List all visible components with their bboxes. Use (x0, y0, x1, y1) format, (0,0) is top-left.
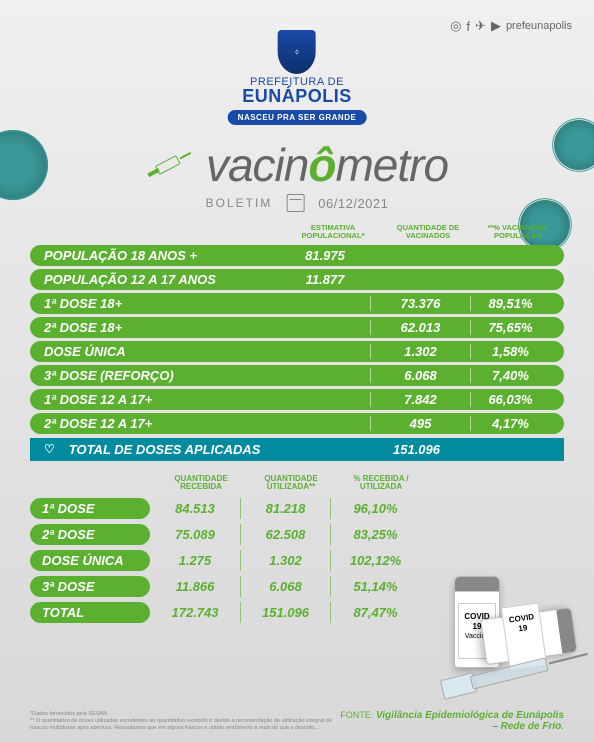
social-bar: ◎ f ✈ ▶ prefeunapolis (450, 18, 572, 34)
population-row: POPULAÇÃO 12 A 17 ANOS11.877 (30, 269, 564, 290)
dose-row: 2ª DOSE 18+ 62.01375,65% (30, 317, 564, 338)
row-pct: 102,12% (330, 550, 420, 571)
row-label: POPULAÇÃO 18 ANOS + (44, 248, 280, 263)
row-label: POPULAÇÃO 12 A 17 ANOS (44, 272, 280, 287)
col-pct: % RECEBIDA / UTILIZADA (336, 475, 426, 493)
syringe-icon (146, 148, 194, 181)
total-value: 151.096 (393, 442, 440, 457)
virus-decoration (0, 130, 48, 200)
header-logo: ⬨ PREFEITURA DE EUNÁPOLIS NASCEU PRA SER… (228, 30, 367, 125)
title-row: vacinômetro (146, 138, 448, 192)
row-recebida: 172.743 (150, 602, 240, 623)
row-recebida: 11.866 (150, 576, 240, 597)
youtube-icon: ▶ (491, 18, 501, 34)
col-estimativa: ESTIMATIVA POPULACIONAL* (288, 224, 378, 241)
dose-row: 3ª DOSE (REFORÇO) 6.0687,40% (30, 365, 564, 386)
row-utilizada: 81.218 (240, 498, 330, 519)
city-shield-icon: ⬨ (278, 30, 316, 74)
usage-row: 1ª DOSE84.51381.21896,10% (30, 498, 564, 519)
row-recebida: 1.275 (150, 550, 240, 571)
subtitle-row: BOLETIM 06/12/2021 (206, 194, 389, 212)
row-label: DOSE ÚNICA (44, 344, 280, 359)
row-utilizada: 1.302 (240, 550, 330, 571)
social-handle: prefeunapolis (506, 20, 572, 32)
dose-row: DOSE ÚNICA 1.3021,58% (30, 341, 564, 362)
table1-headers: ESTIMATIVA POPULACIONAL* QUANTIDADE DE V… (30, 224, 564, 245)
dose-row: 2ª DOSE 12 A 17+ 4954,17% (30, 413, 564, 434)
page-title: vacinômetro (206, 138, 448, 192)
row-qtd: 495 (370, 416, 470, 431)
calendar-icon (286, 194, 304, 212)
col-quantidade: QUANTIDADE DE VACINADOS (378, 224, 478, 241)
row-recebida: 84.513 (150, 498, 240, 519)
row-recebida: 75.089 (150, 524, 240, 545)
row-est: 81.975 (280, 248, 370, 263)
total-label: TOTAL DE DOSES APLICADAS (69, 442, 379, 457)
total-doses-row: ♡ TOTAL DE DOSES APLICADAS 151.096 (30, 438, 564, 461)
row-pct: 75,65% (470, 320, 550, 335)
row-utilizada: 151.096 (240, 602, 330, 623)
twitter-icon: ✈ (475, 18, 486, 34)
virus-decoration (554, 120, 594, 170)
row-label: 3ª DOSE (REFORÇO) (44, 368, 280, 383)
row-pct: 96,10% (330, 498, 420, 519)
row-label: 1ª DOSE 12 A 17+ (44, 392, 280, 407)
city-name: EUNÁPOLIS (228, 86, 367, 107)
city-tagline: NASCEU PRA SER GRANDE (228, 110, 367, 125)
row-pct: 83,25% (330, 524, 420, 545)
row-est: 11.877 (280, 272, 370, 287)
row-pct: 4,17% (470, 416, 550, 431)
row-label: DOSE ÚNICA (30, 550, 150, 571)
dose-row: 1ª DOSE 12 A 17+ 7.84266,03% (30, 389, 564, 410)
row-pct: 89,51% (470, 296, 550, 311)
heart-icon: ♡ (44, 442, 55, 456)
vaccine-vials-illustration: COVID19Vaccine COVID19 (424, 532, 584, 692)
col-recebida: QUANTIDADE RECEBIDA (156, 475, 246, 493)
row-utilizada: 6.068 (240, 576, 330, 597)
bulletin-label: BOLETIM (206, 196, 273, 210)
row-pct: 7,40% (470, 368, 550, 383)
source-credit: FONTE: Vigilância Epidemiológica de Euná… (340, 710, 564, 732)
population-row: POPULAÇÃO 18 ANOS +81.975 (30, 245, 564, 266)
row-pct: 66,03% (470, 392, 550, 407)
bulletin-date: 06/12/2021 (318, 196, 388, 211)
row-label: TOTAL (30, 602, 150, 623)
row-pct: 51,14% (330, 576, 420, 597)
row-label: 3ª DOSE (30, 576, 150, 597)
row-qtd: 1.302 (370, 344, 470, 359)
row-qtd: 7.842 (370, 392, 470, 407)
row-qtd: 6.068 (370, 368, 470, 383)
row-label: 2ª DOSE 12 A 17+ (44, 416, 280, 431)
row-qtd: 73.376 (370, 296, 470, 311)
row-utilizada: 62.508 (240, 524, 330, 545)
footnote: *Dados fornecidos pela SESAB. ** O quant… (30, 711, 340, 732)
instagram-icon: ◎ (450, 18, 461, 34)
row-label: 1ª DOSE (30, 498, 150, 519)
dose-row: 1ª DOSE 18+ 73.37689,51% (30, 293, 564, 314)
facebook-icon: f (466, 19, 470, 34)
col-percent: **% VACINADOS/ POPULAÇÃO (478, 224, 558, 241)
row-pct: 87,47% (330, 602, 420, 623)
row-pct: 1,58% (470, 344, 550, 359)
col-utilizada: QUANTIDADE UTILIZADA** (246, 475, 336, 493)
row-label: 2ª DOSE (30, 524, 150, 545)
table2-headers: QUANTIDADE RECEBIDA QUANTIDADE UTILIZADA… (30, 475, 564, 499)
row-label: 1ª DOSE 18+ (44, 296, 280, 311)
row-label: 2ª DOSE 18+ (44, 320, 280, 335)
row-qtd: 62.013 (370, 320, 470, 335)
